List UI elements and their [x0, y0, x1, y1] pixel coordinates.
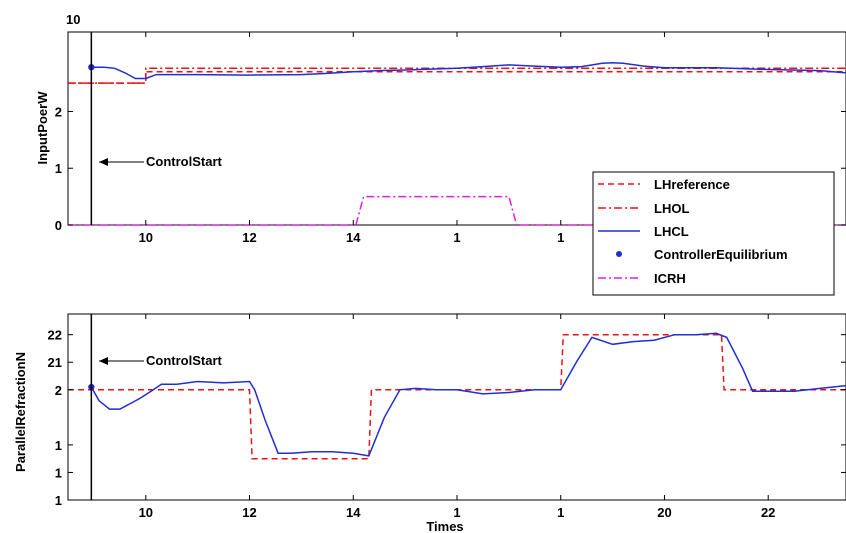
top-y-ticks: 0 1 2 [55, 104, 846, 233]
bottom-line-lhcl [90, 332, 846, 457]
legend-label-lhol: LHOL [654, 201, 689, 216]
bottom-x-tick-label: 22 [761, 505, 775, 520]
legend-box [592, 171, 835, 296]
top-y-tick-label: 0 [55, 218, 62, 233]
top-y-tick-label: 2 [55, 104, 62, 119]
top-y-axis-label: InputPoerW [35, 91, 50, 165]
bottom-plot-frame [67, 313, 846, 501]
bottom-annotation-text: ControlStart [146, 353, 223, 368]
bottom-y-tick-label: 2 [55, 383, 62, 398]
top-line-lhcl [91, 61, 846, 80]
top-line-icrh [68, 195, 846, 226]
top-line-lhol [68, 67, 846, 84]
top-y-exponent: 10 [66, 12, 80, 27]
top-x-tick-label: 1 [453, 230, 460, 245]
top-annotation: ControlStart [99, 154, 223, 169]
bottom-y-ticks: 1 1 1 2 21 22 [48, 328, 846, 508]
top-y-tick-label: 1 [55, 161, 62, 176]
legend-label-controller-equilibrium: ControllerEquilibrium [654, 247, 788, 262]
bottom-y-axis-label: ParallelRefractionN [13, 352, 28, 472]
bottom-annotation: ControlStart [99, 353, 223, 368]
bottom-y-tick-label: 21 [48, 355, 62, 370]
top-x-tick-label: 12 [242, 230, 256, 245]
bottom-y-tick-label: 1 [55, 438, 62, 453]
legend-label-lhcl: LHCL [654, 224, 689, 239]
bottom-x-tick-label: 1 [557, 505, 564, 520]
legend-label-lhreference: LHreference [654, 177, 730, 192]
bottom-y-tick-label: 22 [48, 328, 62, 343]
bottom-y-tick-label: 1 [55, 493, 62, 508]
legend: LHreference LHOL LHCL ControllerEquilibr… [592, 171, 835, 296]
legend-swatch-controller-equilibrium [616, 251, 622, 257]
bottom-x-tick-label: 12 [242, 505, 256, 520]
bottom-y-tick-label: 1 [55, 465, 62, 480]
bottom-x-tick-label: 1 [453, 505, 460, 520]
top-x-tick-label: 10 [139, 230, 153, 245]
top-annotation-text: ControlStart [146, 154, 223, 169]
top-x-tick-label: 1 [557, 230, 564, 245]
top-x-tick-label: 14 [346, 230, 361, 245]
bottom-x-tick-label: 10 [139, 505, 153, 520]
top-annotation-arrowhead [99, 158, 108, 166]
legend-label-icrh: ICRH [654, 271, 686, 286]
bottom-annotation-arrowhead [99, 357, 108, 365]
bottom-line-lhreference [68, 333, 846, 460]
bottom-x-tick-label: 14 [346, 505, 361, 520]
bottom-x-ticks: 10 12 14 1 1 20 22 [139, 314, 775, 520]
bottom-x-tick-label: 20 [657, 505, 671, 520]
bottom-x-axis-label: Times [426, 519, 463, 533]
